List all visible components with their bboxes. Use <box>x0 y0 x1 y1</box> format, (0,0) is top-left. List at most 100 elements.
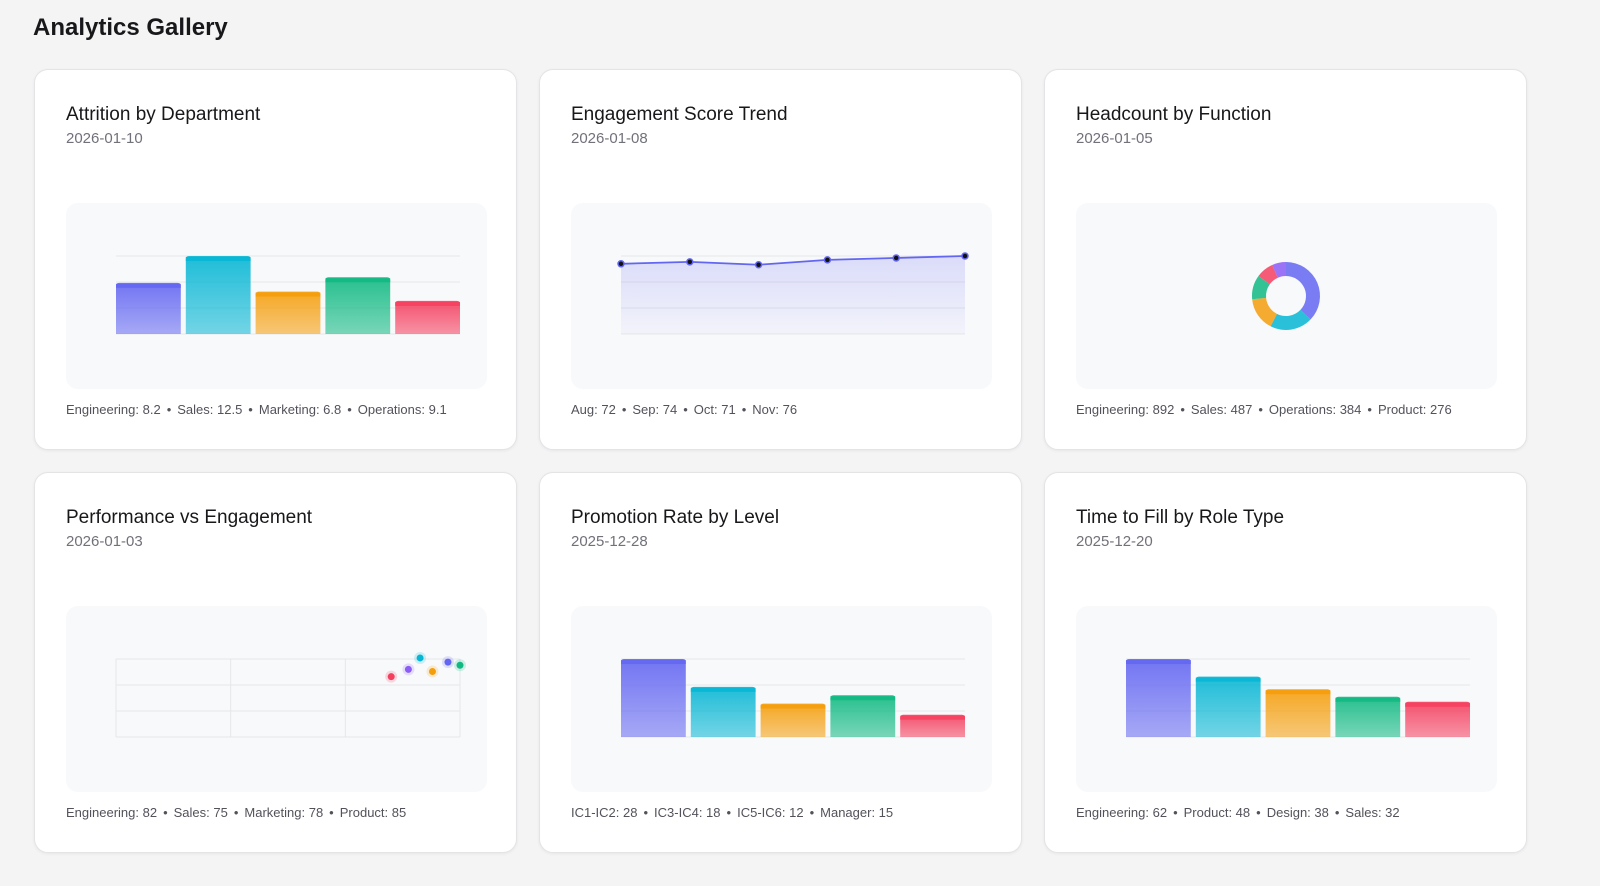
scatter-point[interactable] <box>416 654 424 662</box>
summary-item: Nov: 76 <box>752 402 798 417</box>
card-title: Headcount by Function <box>1076 104 1272 125</box>
scatter-point[interactable] <box>404 665 412 673</box>
summary-item: Engineering: 8.2 <box>66 402 161 417</box>
pie-chart <box>1252 262 1320 330</box>
data-point[interactable] <box>754 261 763 269</box>
bar[interactable] <box>1405 701 1470 737</box>
bar[interactable] <box>900 714 965 737</box>
summary-item: Marketing: 6.8 <box>258 402 342 417</box>
separator: • <box>347 402 352 417</box>
summary-item: Product: 85 <box>339 805 407 820</box>
bar[interactable] <box>621 659 686 737</box>
donut-slice[interactable] <box>1286 262 1320 320</box>
summary-item: Marketing: 78 <box>244 805 324 820</box>
summary-item: Aug: 72 <box>571 402 616 417</box>
bar-cap <box>690 687 756 692</box>
bar[interactable] <box>185 256 251 334</box>
scatter-point[interactable] <box>456 661 464 669</box>
separator: • <box>1173 805 1178 820</box>
chart-panel <box>571 203 992 389</box>
chart-card-time-to-fill-by-role-type[interactable]: Time to Fill by Role Type 2025-12-20 Eng… <box>1044 472 1527 853</box>
scatter-point[interactable] <box>428 667 436 675</box>
summary-item: Engineering: 892 <box>1076 402 1175 417</box>
summary-item: Operations: 384 <box>1268 402 1362 417</box>
chart-card-headcount-by-function[interactable]: Headcount by Function 2026-01-05 Enginee… <box>1044 69 1527 450</box>
bar[interactable] <box>830 695 896 737</box>
summary-item: Design: 38 <box>1266 805 1329 820</box>
bar-cap <box>1405 702 1470 707</box>
bar[interactable] <box>395 300 460 334</box>
summary-item: Sep: 74 <box>632 402 678 417</box>
card-date: 2026-01-10 <box>66 130 143 147</box>
bar[interactable] <box>255 291 321 334</box>
card-summary: Engineering: 82 • Sales: 75 • Marketing: 78 •… <box>66 805 406 820</box>
bar[interactable] <box>1335 696 1401 737</box>
separator: • <box>809 805 815 820</box>
series-line <box>620 255 966 266</box>
card-title: Performance vs Engagement <box>66 507 313 528</box>
bar[interactable] <box>760 703 826 737</box>
chart-card-engagement-score-trend[interactable]: Engagement Score Trend 2026-01-08 Aug: 7… <box>539 69 1022 450</box>
bar[interactable] <box>116 282 181 334</box>
card-summary: Engineering: 8.2 • Sales: 12.5 • Marketing: … <box>66 402 447 417</box>
summary-item: Sales: 487 <box>1190 402 1253 417</box>
card-date: 2026-01-05 <box>1076 130 1153 147</box>
bar-cap <box>1335 697 1401 702</box>
bar-cap <box>185 257 251 261</box>
bar[interactable] <box>690 686 756 737</box>
chart-card-attrition-by-department[interactable]: Attrition by Department 2026-01-10 Engin… <box>34 69 517 450</box>
bar[interactable] <box>325 277 391 334</box>
scatter-chart <box>115 651 466 738</box>
bar[interactable] <box>1195 676 1261 737</box>
summary-item: IC3-IC4: 18 <box>654 805 721 820</box>
separator: • <box>621 402 627 417</box>
donut-slice[interactable] <box>1272 262 1286 278</box>
bar-cap <box>830 696 896 701</box>
donut-slice[interactable] <box>1258 264 1278 285</box>
bar-cap <box>1126 660 1191 664</box>
chart-card-promotion-rate-by-level[interactable]: Promotion Rate by Level 2025-12-28 IC1-I… <box>539 472 1022 853</box>
scatter-point[interactable] <box>444 658 452 666</box>
card-summary: Engineering: 892 • Sales: 487 • Operations: … <box>1076 402 1452 417</box>
donut-slice[interactable] <box>1252 297 1277 327</box>
data-point[interactable] <box>961 252 969 260</box>
card-date: 2026-01-03 <box>66 533 143 550</box>
area-fill <box>621 256 965 334</box>
card-summary: IC1-IC2: 28 • IC3-IC4: 18 • IC5-IC6: 12 • Mana… <box>571 805 893 820</box>
separator: • <box>1180 402 1185 417</box>
bar-cap <box>116 283 181 288</box>
summary-item: Product: 48 <box>1183 805 1251 820</box>
bar-chart <box>116 255 460 335</box>
bar-cap <box>1195 677 1261 682</box>
donut-slice[interactable] <box>1252 276 1270 300</box>
chart-panel <box>1076 203 1497 389</box>
summary-item: Manager: 15 <box>820 805 894 820</box>
bar-cap <box>325 278 391 283</box>
separator: • <box>248 402 253 417</box>
summary-item: Sales: 75 <box>173 805 228 820</box>
summary-item: Sales: 12.5 <box>177 402 243 417</box>
bar[interactable] <box>1265 689 1331 737</box>
scatter-point[interactable] <box>387 673 395 681</box>
chart-panel <box>66 203 487 389</box>
separator: • <box>683 402 688 417</box>
donut-slice[interactable] <box>1270 309 1311 330</box>
card-title: Engagement Score Trend <box>571 104 788 125</box>
separator: • <box>1367 402 1372 417</box>
data-point[interactable] <box>823 256 832 264</box>
bar-chart <box>1126 658 1470 738</box>
card-date: 2026-01-08 <box>571 130 648 147</box>
chart-panel <box>571 606 992 792</box>
data-point[interactable] <box>686 258 694 266</box>
summary-item: Oct: 71 <box>693 402 736 417</box>
bar-cap <box>395 301 460 306</box>
data-point[interactable] <box>892 254 900 262</box>
data-point[interactable] <box>617 260 625 268</box>
bar[interactable] <box>1126 659 1191 737</box>
chart-card-performance-vs-engagement[interactable]: Performance vs Engagement 2026-01-03 Eng… <box>34 472 517 853</box>
area-chart <box>617 252 969 335</box>
card-summary: Engineering: 62 • Product: 48 • Design: 38 • S… <box>1076 805 1400 820</box>
summary-item: Engineering: 82 <box>66 805 158 820</box>
separator: • <box>233 805 239 820</box>
separator: • <box>1256 805 1261 820</box>
